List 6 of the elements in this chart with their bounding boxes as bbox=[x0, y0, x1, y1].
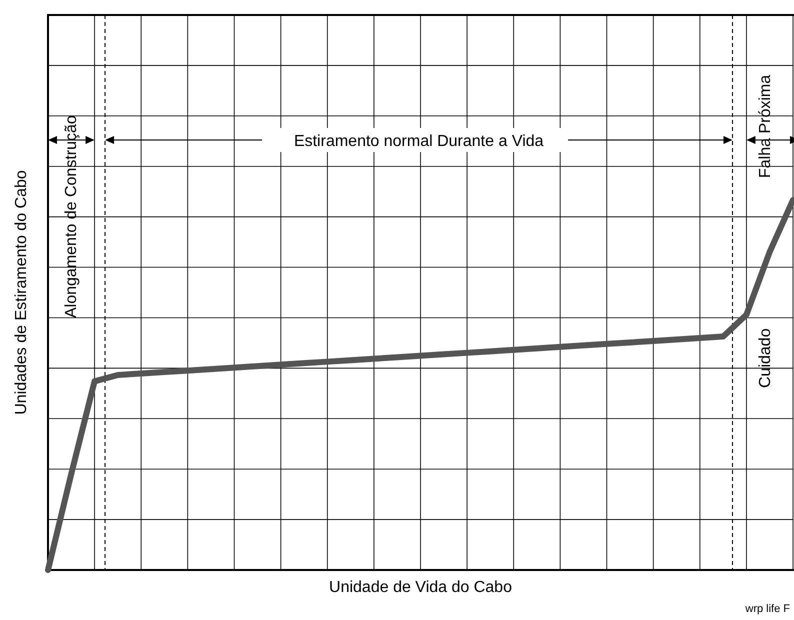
annotation: Cuidado bbox=[757, 328, 774, 388]
text: Estiramento normal Durante a Vida bbox=[294, 133, 544, 150]
y-axis-title: Unidades de Estiramento do Cabo bbox=[13, 170, 30, 415]
text: wrp life F bbox=[744, 603, 790, 615]
annotation: Alongamento de Construção bbox=[63, 115, 80, 318]
x-axis-title: Unidade de Vida do Cabo bbox=[329, 579, 512, 596]
